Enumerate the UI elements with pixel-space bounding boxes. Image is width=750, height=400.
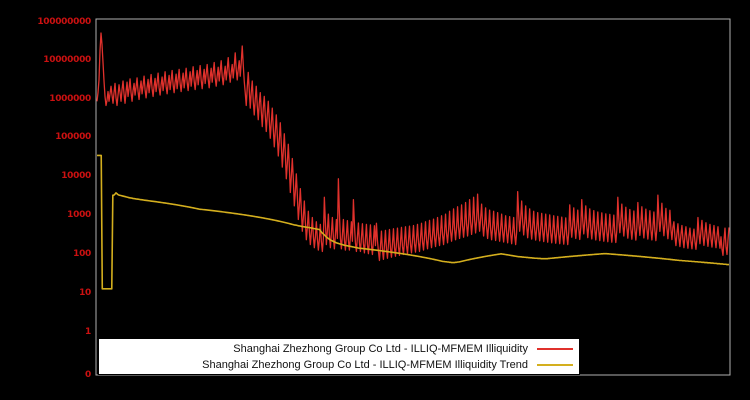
legend-item-label: Shanghai Zhezhong Group Co Ltd - ILLIQ-M…: [202, 358, 528, 371]
y-axis-tick-labels: 100000000 10000000 1000000 100000 10000 1000 1…: [0, 0, 91, 400]
plot-frame: [95, 18, 731, 376]
legend-item-label: Shanghai Zhezhong Group Co Ltd - ILLIQ-M…: [233, 342, 528, 355]
legend-color-swatch: [537, 347, 573, 350]
y-tick-label: 10000: [61, 171, 91, 181]
illiquidity-series-line: [96, 32, 730, 262]
y-tick-label: 10: [79, 288, 91, 298]
y-tick-label: 100000: [55, 132, 91, 142]
chart-legend: Shanghai Zhezhong Group Co Ltd - ILLIQ-M…: [98, 338, 580, 375]
legend-item[interactable]: Shanghai Zhezhong Group Co Ltd - ILLIQ-M…: [99, 341, 573, 357]
series-layer: [96, 32, 730, 290]
y-tick-label: 100000000: [37, 17, 91, 27]
y-tick-label: 1000000: [49, 94, 91, 104]
legend-color-swatch: [537, 363, 573, 366]
y-tick-label: 0: [85, 370, 91, 380]
illiquidity-trend-series-line: [97, 154, 729, 290]
y-tick-label: 10000000: [43, 55, 91, 65]
y-tick-label: 1: [85, 327, 91, 337]
legend-item[interactable]: Shanghai Zhezhong Group Co Ltd - ILLIQ-M…: [99, 357, 573, 373]
y-tick-label: 1000: [67, 210, 91, 220]
y-tick-label: 100: [73, 249, 91, 259]
